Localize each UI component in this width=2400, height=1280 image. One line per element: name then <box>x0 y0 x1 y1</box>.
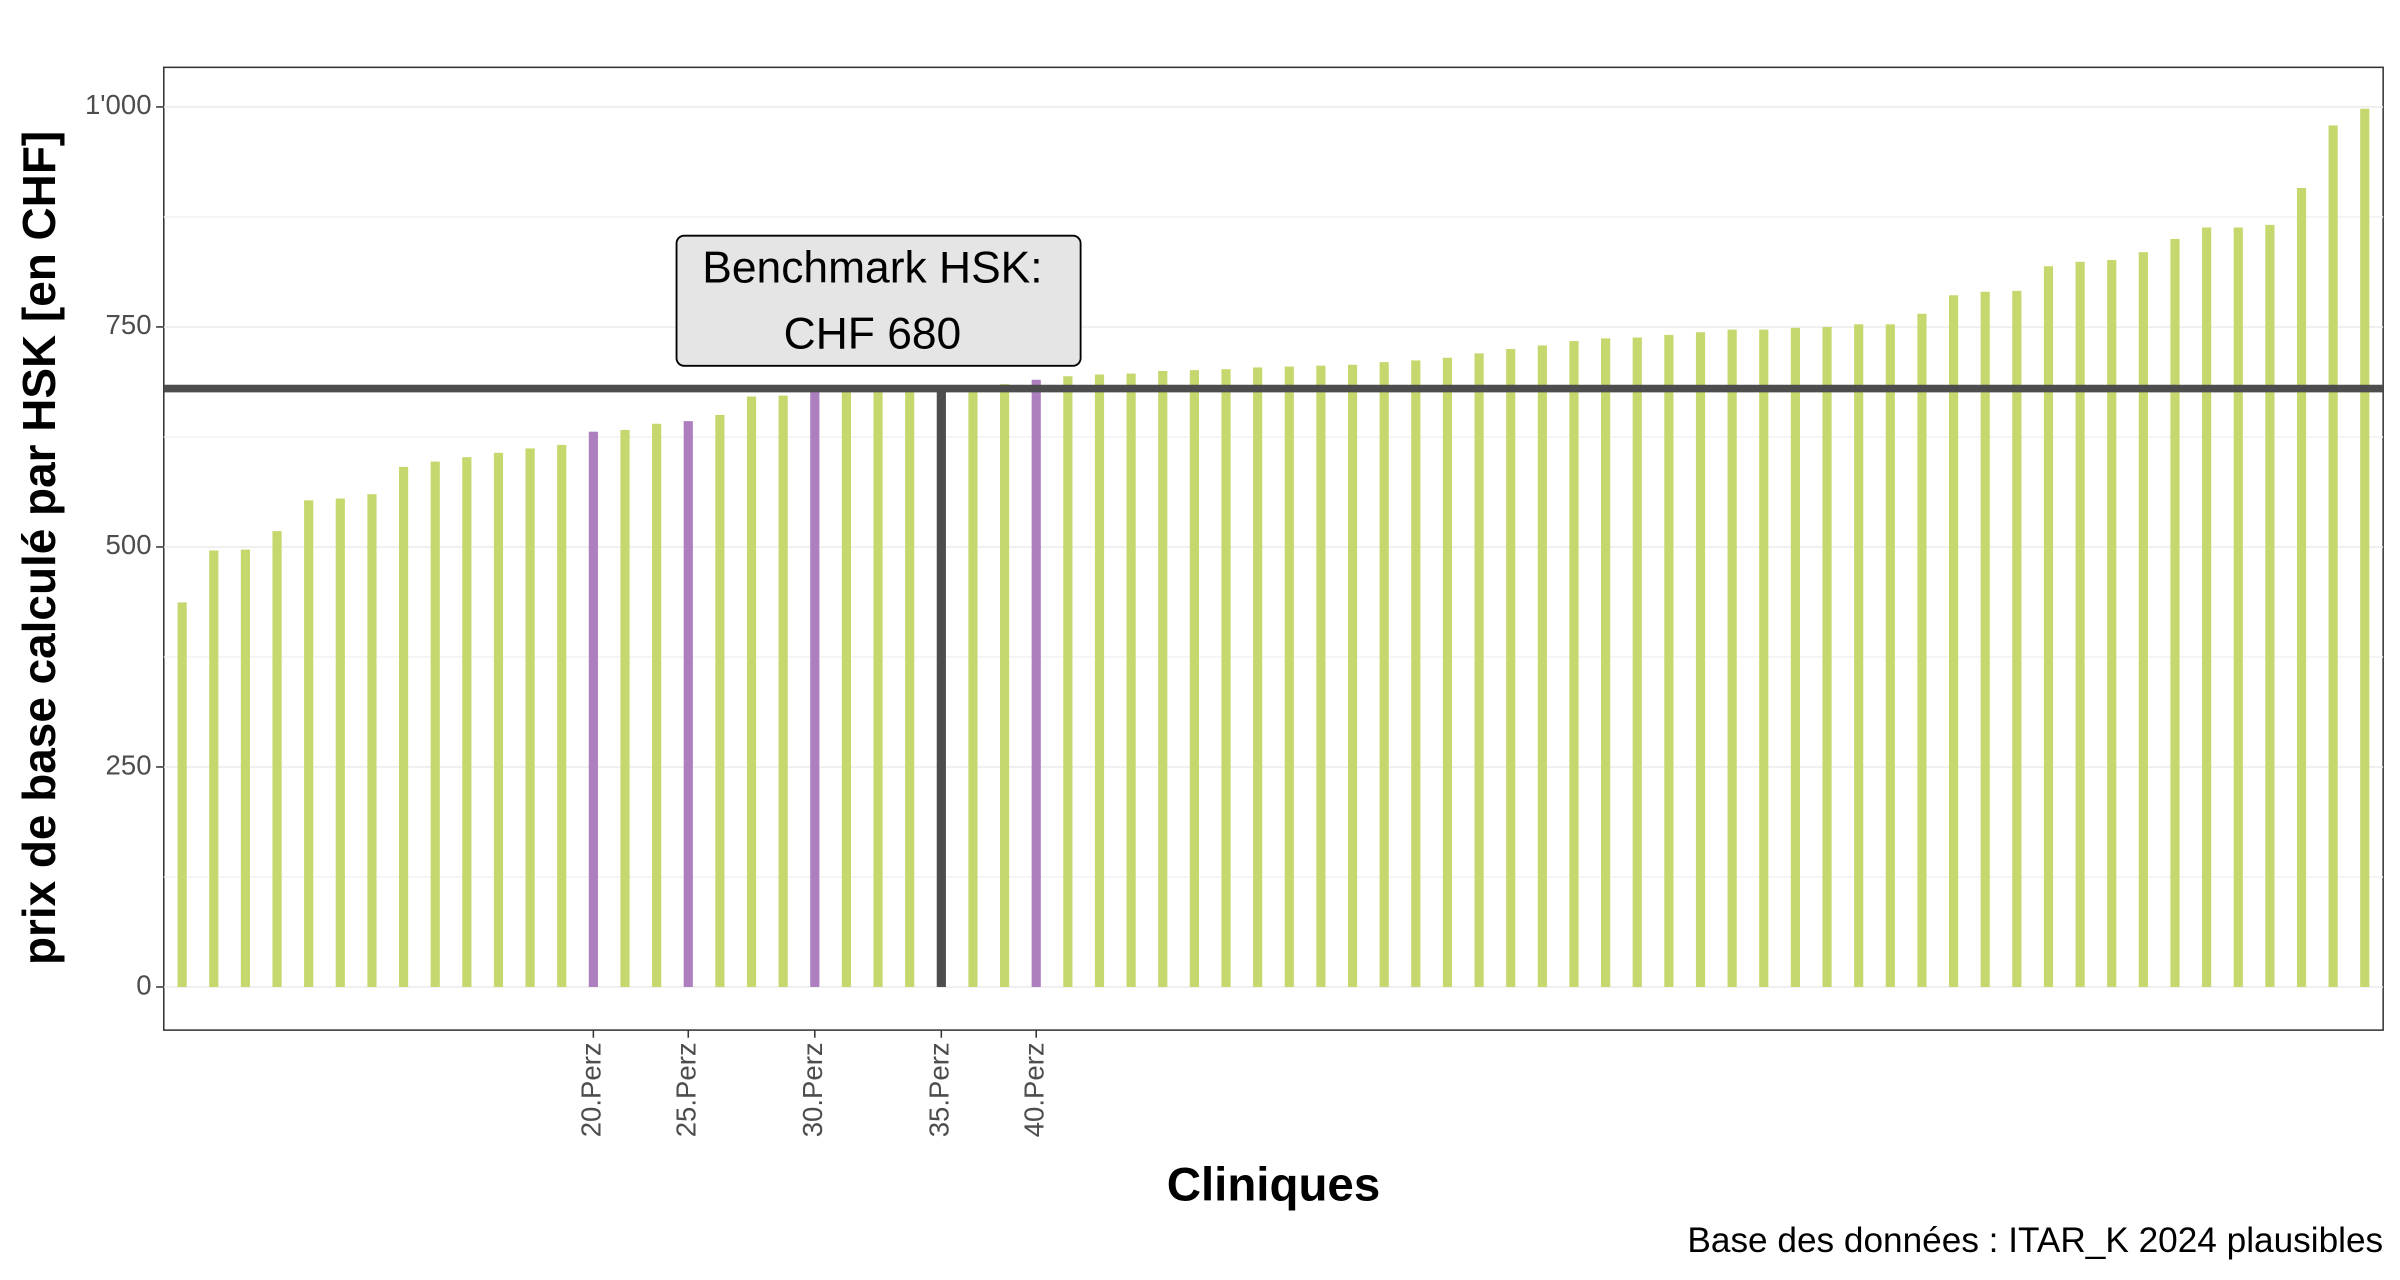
bar <box>1411 360 1421 987</box>
bar <box>1506 348 1516 987</box>
x-tick-label: 20.Perz <box>576 1042 607 1137</box>
bar <box>335 498 345 987</box>
benchmark-label: CHF 680 <box>784 309 962 358</box>
bar <box>1158 370 1168 987</box>
x-tick-label: 25.Perz <box>671 1042 702 1137</box>
bar <box>1253 367 1263 987</box>
bar <box>2328 125 2338 987</box>
bar <box>905 390 915 987</box>
bar <box>1948 295 1959 987</box>
x-tick-label: 30.Perz <box>797 1042 828 1137</box>
bar <box>367 494 377 987</box>
bar <box>1031 379 1041 987</box>
y-axis-title: prix de base calculé par HSK [en CHF] <box>13 131 65 965</box>
bar <box>240 549 251 987</box>
bar <box>398 466 409 987</box>
bar <box>1284 366 1294 987</box>
benchmark-label: Benchmark HSK: <box>702 244 1042 293</box>
bar <box>936 388 946 987</box>
bar <box>1601 338 1611 987</box>
bar <box>493 452 504 987</box>
bar <box>873 391 883 987</box>
bar <box>2170 238 2180 987</box>
bar <box>1221 369 1231 987</box>
bar <box>1664 334 1674 987</box>
bar <box>778 395 788 987</box>
bar <box>2296 187 2307 987</box>
bar <box>1885 324 1895 987</box>
bar <box>2360 108 2370 987</box>
bar <box>2075 261 2085 987</box>
bar <box>430 461 440 987</box>
bar <box>1822 326 1832 987</box>
bar <box>1917 313 1927 987</box>
bar <box>1442 357 1453 987</box>
bar <box>1474 353 1484 987</box>
bar <box>1569 341 1579 987</box>
bar <box>1695 332 1706 987</box>
bar <box>209 550 219 987</box>
bar <box>588 431 598 987</box>
y-tick-label: 0 <box>136 969 151 1000</box>
bar <box>715 414 725 987</box>
bar <box>2138 252 2148 987</box>
bar <box>652 423 662 987</box>
x-tick-label: 40.Perz <box>1019 1042 1050 1137</box>
bar <box>1316 365 1326 987</box>
x-axis-title: Cliniques <box>1167 1158 1381 1211</box>
bar <box>683 421 693 987</box>
bar <box>1537 345 1547 987</box>
y-tick-label: 250 <box>106 749 152 780</box>
bar <box>1347 364 1358 987</box>
bar <box>2265 224 2275 987</box>
bar <box>1632 337 1642 987</box>
bar <box>1759 329 1769 987</box>
bar <box>462 457 472 987</box>
bar <box>2202 227 2212 987</box>
x-tick-label: 35.Perz <box>924 1042 955 1137</box>
bar <box>177 602 187 987</box>
bars <box>177 108 2370 987</box>
bar <box>2043 266 2054 987</box>
bar <box>557 444 567 987</box>
bar <box>2107 260 2117 987</box>
bar <box>1790 327 1800 987</box>
bar <box>1854 324 1864 987</box>
bar <box>620 429 630 987</box>
y-tick-label: 750 <box>106 309 152 340</box>
overlay: Benchmark HSK: CHF 680 <box>163 234 2384 393</box>
bar <box>2233 227 2243 987</box>
caption: Base des données : ITAR_K 2024 plausible… <box>1687 1221 2383 1260</box>
bar <box>1126 373 1136 987</box>
bar <box>272 531 282 987</box>
benchmark-box <box>675 234 1082 367</box>
y-tick-label: 1'000 <box>85 89 152 120</box>
bar <box>968 387 978 987</box>
bar <box>1727 329 1737 987</box>
bar <box>1189 370 1199 987</box>
bar <box>1000 384 1010 987</box>
bar <box>841 392 852 987</box>
bar <box>1063 376 1073 987</box>
bar <box>1094 374 1105 987</box>
bar <box>2012 290 2022 987</box>
y-tick-label: 500 <box>106 529 152 560</box>
bar <box>1980 291 1990 987</box>
bar <box>1379 362 1389 987</box>
bar <box>304 500 314 987</box>
bar <box>746 396 757 987</box>
bar <box>810 392 820 987</box>
bar <box>525 448 535 987</box>
